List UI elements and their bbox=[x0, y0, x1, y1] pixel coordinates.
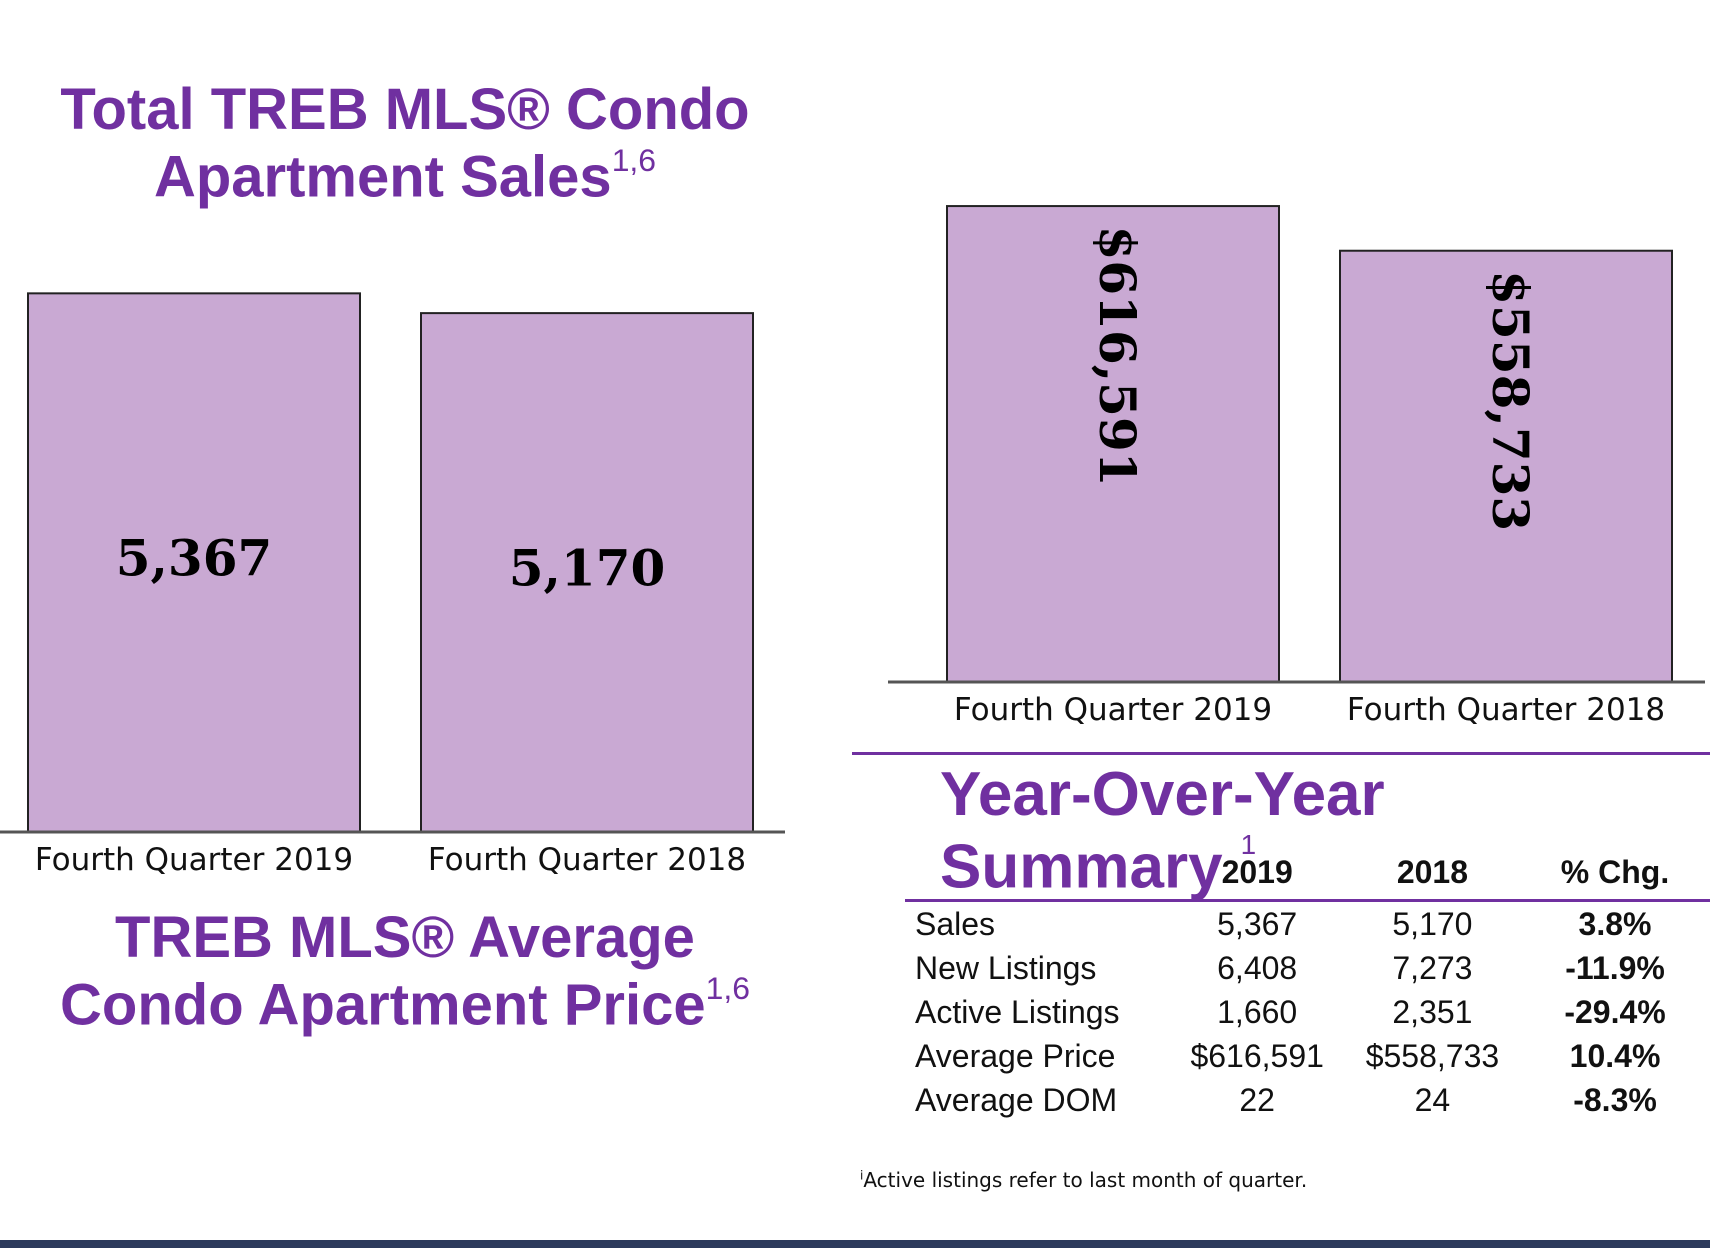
cell-2019: $616,591 bbox=[1190, 1038, 1324, 1074]
cell-2018: 24 bbox=[1414, 1082, 1451, 1118]
row-label: Average DOM bbox=[915, 1082, 1118, 1118]
footnote-text: Active listings refer to last month of q… bbox=[863, 1168, 1308, 1192]
summary-header-blank bbox=[905, 850, 1170, 901]
bar bbox=[946, 205, 1280, 683]
cell-2018: 2,351 bbox=[1392, 994, 1473, 1030]
bar bbox=[1339, 249, 1673, 683]
cell-2018: 5,170 bbox=[1392, 906, 1473, 942]
cell-change: 3.8% bbox=[1578, 906, 1652, 942]
x-tick-label: Fourth Quarter 2019 bbox=[35, 842, 353, 878]
sales-chart-title: Total TREB MLS® Condo Apartment Sales1,6 bbox=[20, 77, 790, 210]
footnote: iActive listings refer to last month of … bbox=[860, 1168, 1307, 1192]
bottom-strip bbox=[0, 1240, 1710, 1248]
summary-table: 2019 2018 % Chg. Sales 5,367 5,170 3.8% New … bbox=[905, 850, 1710, 1122]
price-chart-title-text: TREB MLS® Average Condo Apartment Price bbox=[60, 905, 706, 1038]
summary-title-superscript: 1 bbox=[1240, 829, 1257, 861]
price-chart-title-superscript: 1,6 bbox=[705, 969, 750, 1006]
x-tick-label: Fourth Quarter 2018 bbox=[428, 842, 746, 878]
bar-value-label: $558,733 bbox=[1481, 270, 1540, 531]
bar-value-label: 5,170 bbox=[509, 539, 666, 598]
cell-2018: $558,733 bbox=[1365, 1038, 1500, 1074]
row-label: Average Price bbox=[915, 1038, 1116, 1074]
bar bbox=[27, 292, 361, 833]
summary-header-row: 2019 2018 % Chg. bbox=[905, 850, 1710, 901]
row-label: Sales bbox=[915, 906, 996, 942]
cell-2019: 22 bbox=[1239, 1082, 1275, 1118]
cell-change: 10.4% bbox=[1569, 1038, 1661, 1074]
cell-change: -8.3% bbox=[1573, 1082, 1657, 1118]
cell-change: -29.4% bbox=[1564, 994, 1666, 1030]
table-row: New Listings 6,408 7,273 -11.9% bbox=[905, 946, 1710, 990]
cell-2019: 5,367 bbox=[1217, 906, 1298, 942]
bar-value-label: $616,591 bbox=[1088, 226, 1147, 487]
x-tick-label: Fourth Quarter 2019 bbox=[954, 692, 1272, 728]
cell-2019: 1,660 bbox=[1217, 994, 1298, 1030]
table-row: Active Listings 1,660 2,351 -29.4% bbox=[905, 990, 1710, 1034]
cell-2019: 6,408 bbox=[1217, 950, 1298, 986]
cell-change: -11.9% bbox=[1565, 950, 1665, 986]
row-label: Active Listings bbox=[915, 994, 1120, 1030]
x-tick-label: Fourth Quarter 2018 bbox=[1347, 692, 1665, 728]
bar bbox=[420, 312, 754, 833]
summary-title: Year-Over-Year Summary 1 bbox=[940, 760, 1680, 902]
summary-header-2019: 2019 bbox=[1221, 854, 1293, 890]
price-chart-title: TREB MLS® Average Condo Apartment Price1… bbox=[20, 905, 790, 1038]
sales-chart-title-text: Total TREB MLS® Condo Apartment Sales bbox=[60, 77, 750, 210]
summary-header-2018: 2018 bbox=[1396, 854, 1469, 890]
sales-chart-title-superscript: 1,6 bbox=[611, 141, 657, 178]
footnote-marker: i bbox=[860, 1168, 864, 1183]
summary-divider bbox=[852, 752, 1710, 755]
table-row: Average Price $616,591 $558,733 10.4% bbox=[905, 1034, 1710, 1078]
table-row: Sales 5,367 5,170 3.8% bbox=[905, 901, 1710, 947]
summary-header-change: % Chg. bbox=[1560, 854, 1670, 890]
cell-2018: 7,273 bbox=[1392, 950, 1473, 986]
summary-body: Sales 5,367 5,170 3.8% New Listings 6,408 7,27… bbox=[905, 901, 1710, 1123]
table-row: Average DOM 22 24 -8.3% bbox=[905, 1078, 1710, 1122]
bar-value-label: 5,367 bbox=[116, 529, 273, 588]
row-label: New Listings bbox=[915, 950, 1097, 986]
summary-title-text: Year-Over-Year Summary bbox=[940, 760, 1385, 902]
